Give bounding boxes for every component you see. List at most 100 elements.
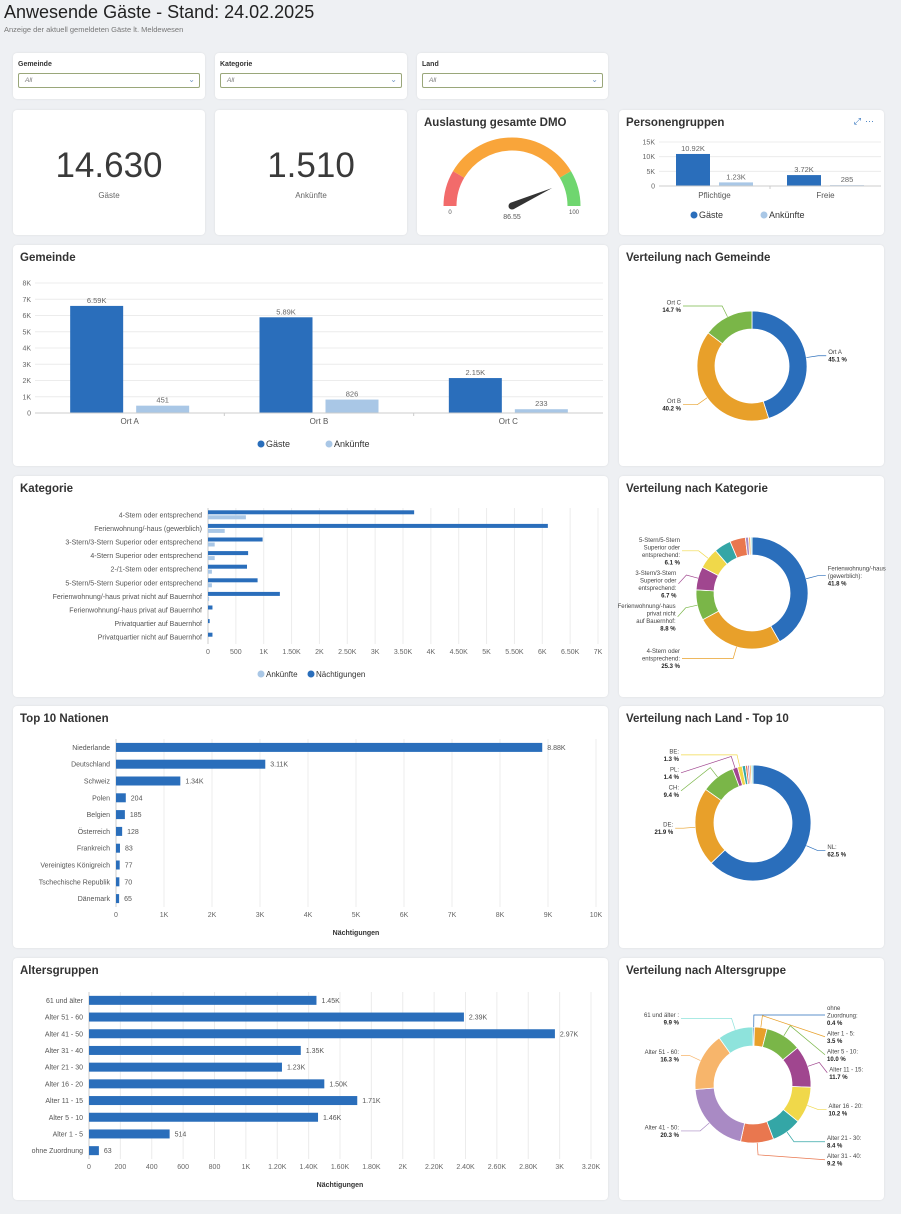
alter-donut: ohne Zuordnung:0.4 % Alter 1 - 5: 3.5 % Alte… — [644, 1006, 864, 1168]
data-label: 1.46K — [323, 1115, 342, 1122]
land-pie-card: Verteilung nach Land - Top 10 NL: 62.5 % D… — [619, 706, 884, 948]
page-title: Anwesende Gäste - Stand: 24.02.2025 — [4, 2, 315, 22]
x-tick-label: 1K — [160, 912, 169, 919]
x-tick-label: 1.80K — [362, 1164, 381, 1171]
category-label: Polen — [92, 795, 110, 802]
x-tick-label: 2K — [208, 912, 217, 919]
donut-slice — [696, 332, 770, 422]
bar-ankuenfte — [208, 528, 225, 533]
bar-naechtigungen — [208, 564, 247, 569]
category-label: Frankreich — [77, 846, 110, 853]
legend-marker — [690, 211, 698, 219]
data-label: 1.45K — [321, 998, 340, 1005]
data-label: 3.11K — [270, 762, 288, 769]
slice-label: NL: — [827, 845, 837, 851]
filter-label: Land — [422, 61, 439, 68]
bar — [116, 826, 123, 836]
x-tick-label: 6.50K — [561, 649, 580, 656]
x-tick-label: 0 — [114, 912, 118, 919]
y-tick-label: 0 — [651, 184, 655, 191]
slice-percent: 20.3 % — [660, 1133, 679, 1139]
leader-line — [783, 1025, 826, 1056]
bar — [116, 843, 120, 853]
category-label: ohne Zuordnung — [32, 1148, 83, 1155]
kpi-gaeste: 14.630 Gäste — [13, 110, 205, 235]
bar — [116, 860, 120, 870]
leader-line — [680, 767, 718, 792]
slice-label: Ort C — [667, 301, 682, 307]
slice-label: Ferienwohnung/-haus privat nicht auf Bauer… — [618, 604, 676, 625]
donut-slice — [702, 610, 781, 650]
category-label: Ort A — [121, 417, 140, 426]
bar-gäste — [676, 153, 710, 186]
x-tick-label: 3.50K — [394, 649, 413, 656]
bar-naechtigungen — [208, 632, 213, 637]
x-tick-label: 7K — [594, 649, 603, 656]
x-tick-label: 2.20K — [425, 1164, 444, 1171]
slice-percent: 45.1 % — [828, 358, 847, 364]
x-tick-label: 2.80K — [519, 1164, 538, 1171]
leader-line — [683, 305, 728, 317]
donut-slice — [750, 536, 753, 556]
slice-label: Alter 5 - 10: — [827, 1049, 858, 1055]
leader-line — [682, 550, 709, 559]
category-label: Ferienwohnung/-haus privat auf Bauernhof — [69, 608, 202, 615]
slice-label: 5-Stern/5-Stern Superior oder entsprechend… — [639, 538, 680, 559]
bar — [116, 742, 543, 752]
leader-line — [807, 1105, 827, 1111]
gemeinde-select[interactable]: All ⌄ — [18, 73, 200, 88]
slice-label: Ort B — [667, 399, 681, 405]
slice-percent: 9.9 % — [664, 1020, 680, 1026]
slice-label: 3-Stern/3-Stern Superior oder entsprechend… — [635, 571, 676, 592]
bar — [89, 1096, 358, 1106]
gauge-chart: 86.55 0 100 — [443, 137, 581, 221]
gauge-band — [559, 171, 581, 207]
data-label: 2.97K — [560, 1031, 579, 1038]
category-label: Schweiz — [84, 779, 111, 786]
chart-title: Verteilung nach Land - Top 10 — [626, 713, 789, 725]
legend-label: Nächtigungen — [316, 670, 365, 679]
chevron-down-icon: ⌄ — [188, 75, 195, 84]
legend-marker — [257, 670, 265, 678]
slice-label: 4-Stern oder entsprechend: — [642, 649, 680, 663]
kategorie-select[interactable]: All ⌄ — [220, 73, 402, 88]
x-tick-label: 600 — [177, 1164, 189, 1171]
legend-label: Gäste — [699, 210, 723, 220]
data-label: 6.59K — [87, 296, 107, 305]
x-tick-label: 7K — [448, 912, 457, 919]
filter-kategorie: Kategorie All ⌄ — [215, 53, 407, 99]
category-label: Freie — [816, 191, 835, 200]
slice-percent: 10.0 % — [827, 1057, 846, 1063]
more-icon[interactable]: ⋯ — [864, 116, 878, 126]
gauge-max-label: 100 — [569, 210, 580, 216]
legend-marker — [325, 440, 333, 448]
land-select[interactable]: All ⌄ — [422, 73, 603, 88]
category-label: Ort C — [499, 417, 518, 426]
x-tick-label: 2.60K — [488, 1164, 507, 1171]
data-label: 3.72K — [794, 165, 814, 174]
bar-ankünfte — [325, 399, 379, 413]
nationen-chart: 0 1K 2K 3K 4K 5K 6K 7K 8K 9K 10K Niederlande 8.88K De… — [39, 739, 603, 937]
bar-ankuenfte — [208, 515, 246, 520]
slice-label: CH: — [669, 785, 680, 791]
y-tick-label: 1K — [22, 394, 31, 401]
bar — [89, 1045, 301, 1055]
select-value: All — [227, 77, 235, 84]
category-label: Alter 1 - 5 — [53, 1131, 83, 1138]
alter-pie-card: Verteilung nach Altersgruppe ohne Zuordnu… — [619, 958, 884, 1200]
x-tick-label: 5K — [352, 912, 361, 919]
y-tick-label: 3K — [22, 362, 31, 369]
leader-line — [806, 575, 826, 580]
expand-icon[interactable]: ⤢ — [853, 116, 865, 126]
slice-percent: 3.5 % — [827, 1039, 843, 1045]
leader-line — [682, 646, 737, 659]
x-tick-label: 800 — [209, 1164, 221, 1171]
donut-slice — [751, 310, 808, 419]
data-label: 204 — [131, 795, 143, 802]
x-tick-label: 6K — [400, 912, 409, 919]
leader-line — [678, 574, 699, 585]
leader-line — [677, 604, 698, 618]
slice-label: PL: — [670, 767, 679, 773]
leader-line — [681, 1018, 736, 1030]
y-tick-label: 7K — [22, 297, 31, 304]
